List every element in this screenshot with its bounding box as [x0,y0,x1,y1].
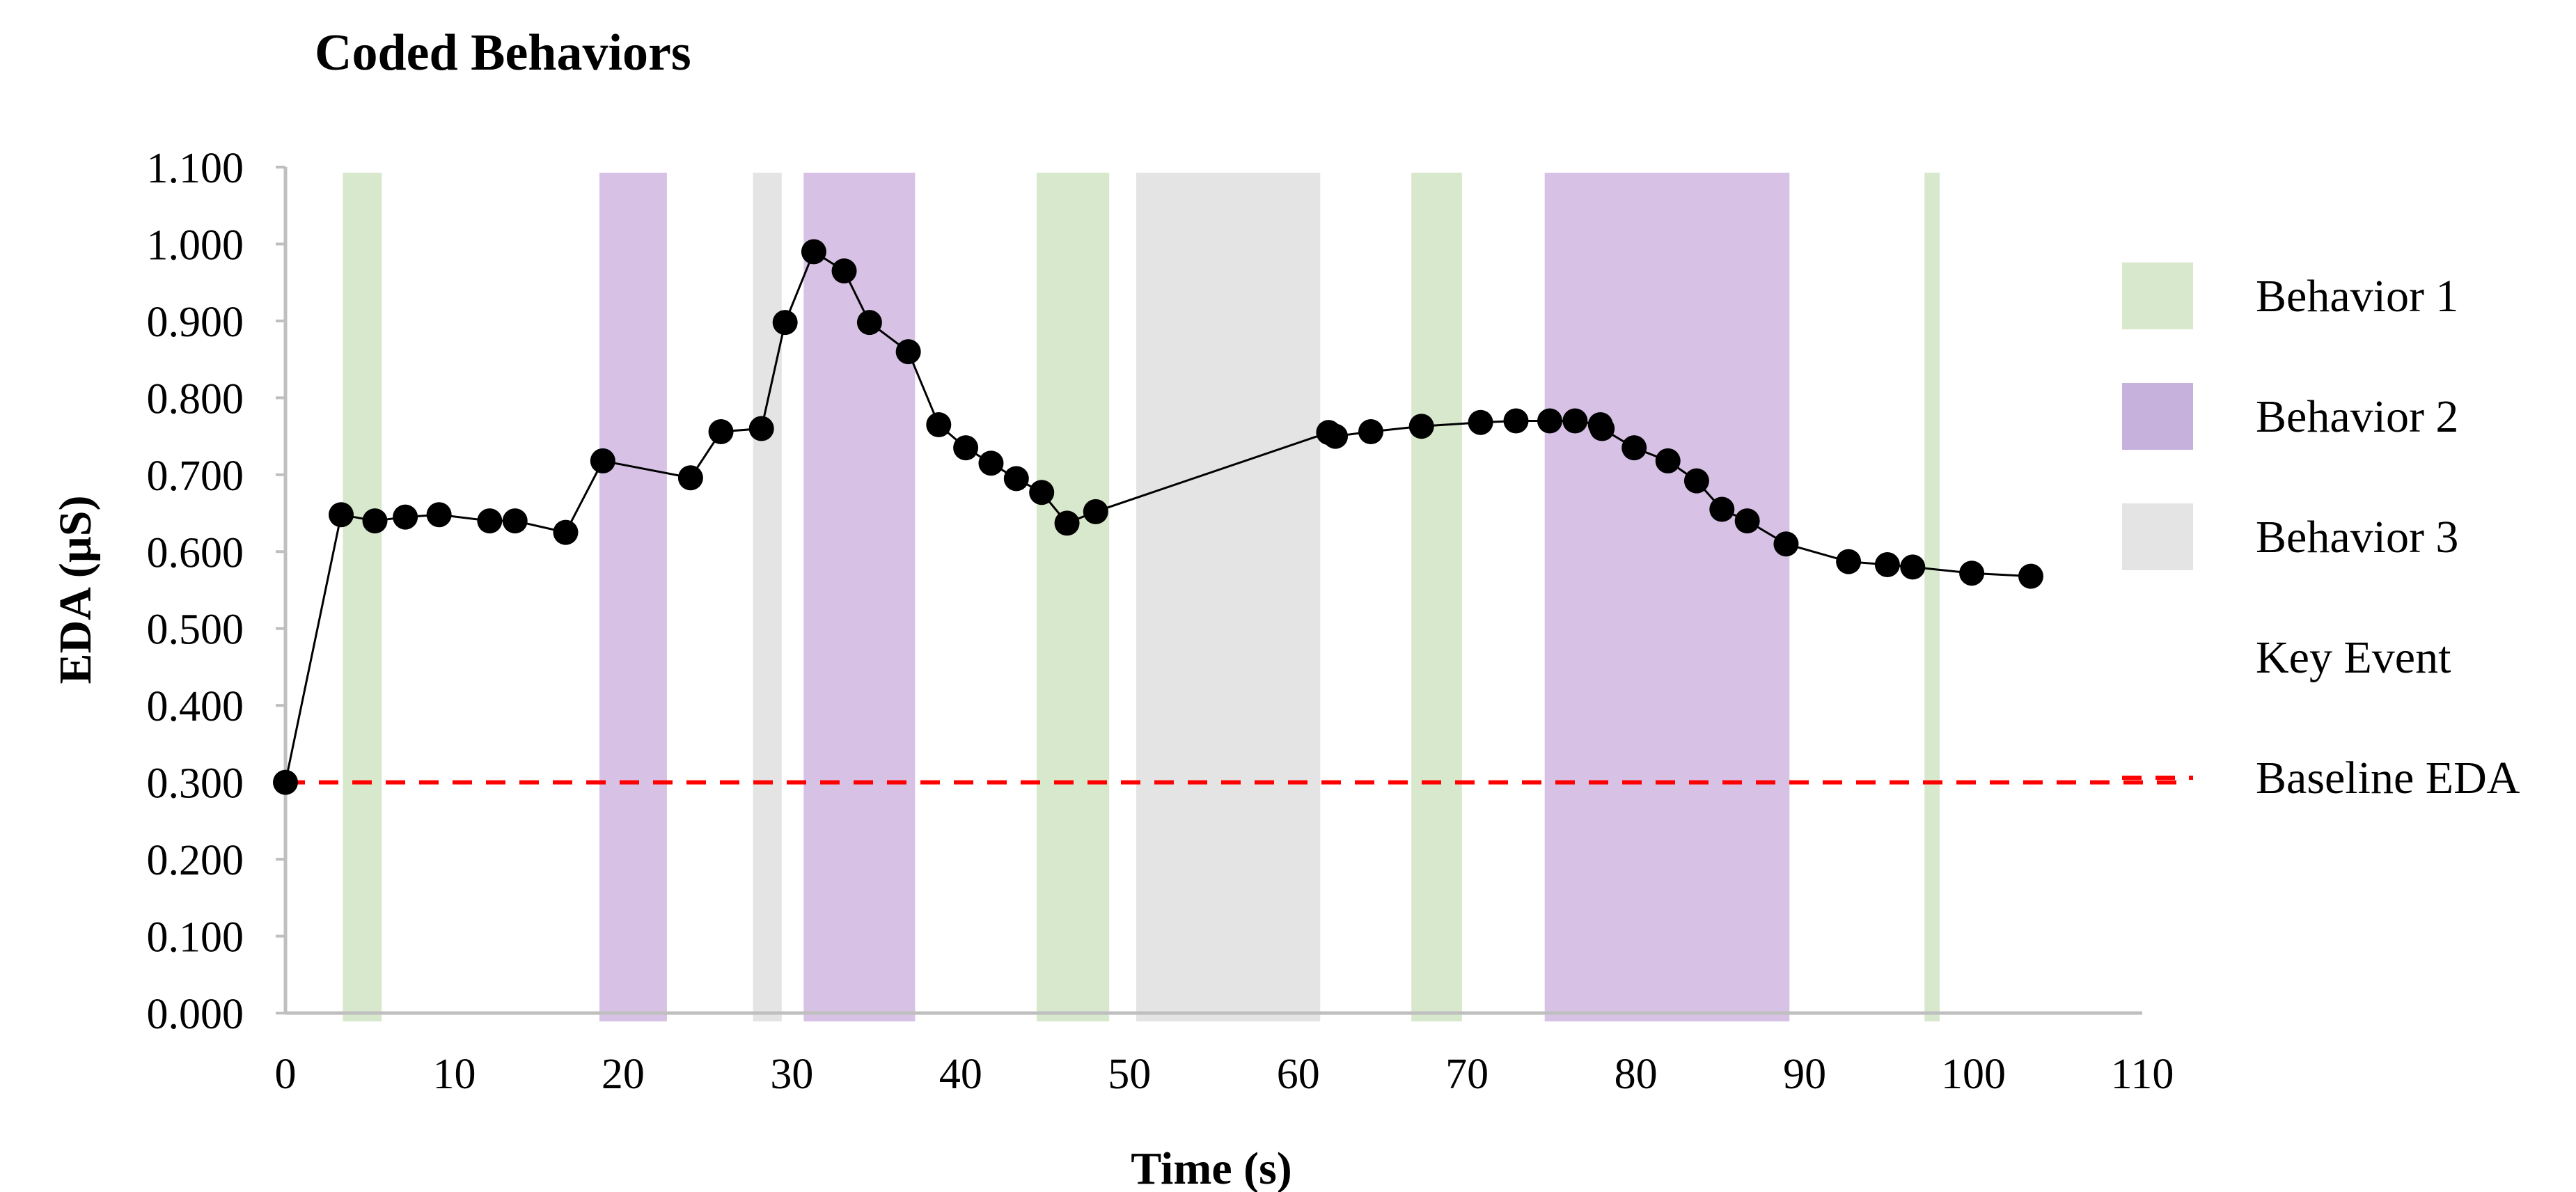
eda-point [1323,423,1349,449]
eda-point [1874,552,1900,578]
legend-label: Behavior 1 [2256,271,2458,322]
series-layer [273,239,2043,795]
eda-point [831,258,857,284]
y-tick-label: 0.700 [147,453,244,500]
x-tick-label: 0 [275,1051,297,1098]
eda-point [926,412,952,438]
region-behavior-2-1 [599,173,667,1021]
eda-point [1589,416,1615,441]
y-tick-label: 0.500 [147,606,244,654]
eda-point [801,239,826,265]
eda-point [1468,409,1493,435]
eda-point [329,502,354,528]
region-behavior-1-6 [1411,173,1462,1021]
x-tick-label: 70 [1445,1051,1489,1098]
eda-point [953,435,979,461]
eda-point [1503,408,1529,434]
y-tick-label: 0.200 [147,837,244,884]
legend-label: Behavior 3 [2256,512,2458,563]
y-tick-label: 0.600 [147,529,244,577]
shaded-regions [343,173,1940,1021]
eda-point [895,339,921,365]
eda-point [1083,499,1108,524]
region-behavior-3-5 [1136,173,1321,1021]
legend: Behavior 1 Behavior 2 Behavior 3 Key Event B… [2122,262,2520,803]
y-tick-label: 0.900 [147,299,244,346]
y-tick-label: 0.000 [147,991,244,1038]
eda-point [1773,531,1799,557]
eda-point [856,310,882,336]
y-tick-label: 0.100 [147,914,244,962]
eda-point [1562,408,1588,434]
eda-point [1959,560,1985,586]
x-tick-label: 90 [1783,1051,1826,1098]
y-axis-title: EDA (µS) [50,496,101,684]
axis-labels: Coded Behaviors Time (s) EDA (µS) [50,24,1292,1192]
eda-point [978,450,1004,476]
eda-point [477,508,503,534]
y-tick-label: 1.000 [147,221,244,269]
axes: 0.000 0.100 0.200 0.300 0.400 0.500 0.600 0.700… [147,145,2174,1098]
legend-swatch [2122,383,2193,450]
eda-point [1029,480,1055,505]
eda-point [1836,549,1862,574]
eda-point [553,519,579,545]
eda-point [426,502,452,528]
eda-point [1621,435,1647,461]
x-tick-label: 20 [602,1051,645,1098]
legend-label: Behavior 2 [2256,391,2458,442]
x-tick-label: 100 [1941,1051,2006,1098]
legend-label: Baseline EDA [2256,753,2520,803]
region-behavior-1-8 [1924,173,1940,1021]
eda-point [1900,554,1926,580]
x-tick-label: 50 [1108,1051,1151,1098]
eda-point [772,310,798,336]
x-tick-label: 60 [1277,1051,1320,1098]
x-tick-label: 10 [432,1051,476,1098]
eda-point [677,465,703,491]
eda-point [708,418,734,444]
x-tick-label: 30 [770,1051,813,1098]
y-tick-label: 1.100 [147,145,244,192]
x-tick-label: 80 [1615,1051,1658,1098]
eda-point [1408,414,1434,439]
y-tick-label: 0.800 [147,375,244,423]
eda-point [1003,466,1029,492]
legend-swatch [2122,262,2193,329]
x-tick-label: 110 [2111,1051,2174,1098]
eda-point [1054,510,1080,536]
y-tick-label: 0.400 [147,683,244,730]
y-tick-label: 0.300 [147,760,244,808]
eda-point [748,416,774,441]
eda-point [362,508,388,534]
eda-point [1358,418,1383,444]
region-behavior-2-7 [1544,173,1790,1021]
region-behavior-3-2 [753,173,782,1021]
eda-point [1709,496,1735,522]
eda-point [2018,563,2043,589]
legend-swatch [2122,503,2193,570]
region-behavior-1-0 [343,173,382,1021]
legend-label: Key Event [2256,632,2451,683]
eda-point [502,508,528,534]
eda-point [1734,508,1760,534]
eda-point [1683,468,1709,494]
region-behavior-1-4 [1036,173,1110,1021]
eda-point [1655,448,1681,473]
eda-point [393,504,418,530]
x-tick-label: 40 [939,1051,982,1098]
region-behavior-2-3 [803,173,916,1021]
eda-point [273,769,298,795]
x-axis-title: Time (s) [1131,1143,1292,1192]
chart-title: Coded Behaviors [315,24,691,81]
eda-point [1537,408,1562,434]
eda-point [590,448,615,473]
